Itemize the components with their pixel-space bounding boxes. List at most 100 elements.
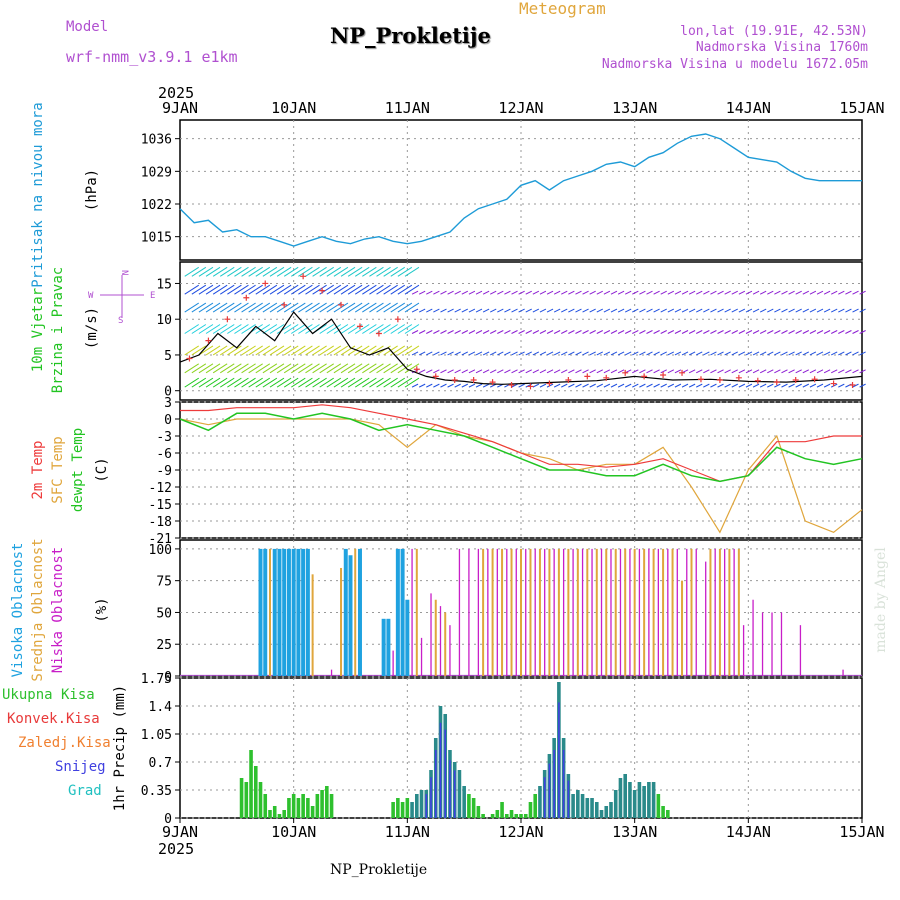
wind-barb (418, 351, 426, 356)
wind-barb (376, 302, 391, 313)
wind-barb (234, 302, 249, 313)
temp-tick-label: -15 (149, 498, 172, 513)
wind-barb (191, 377, 207, 388)
wind-barb (255, 345, 271, 356)
wind-barb (269, 266, 285, 277)
wind-barb (447, 351, 454, 356)
cloud-bar (643, 548, 646, 676)
wind-barb (731, 330, 738, 334)
precip-bar (666, 810, 670, 818)
precip-bar (476, 806, 481, 818)
wind-barb (738, 290, 746, 295)
gust-marker (224, 316, 231, 323)
cloud-bar (392, 650, 394, 676)
wind-barb (738, 369, 746, 374)
cloud-ylabel-3: Niska Oblacnost (50, 547, 66, 673)
wind-barb (262, 284, 278, 295)
cloud-bar (282, 548, 287, 676)
wind-barb (262, 363, 278, 374)
wind-barb (788, 369, 795, 374)
wind-barb (774, 351, 781, 356)
wind-barb (340, 324, 356, 334)
wind-barb (816, 290, 824, 295)
wind-barb (589, 290, 596, 295)
wind-barb (767, 369, 774, 374)
wind-barb (369, 284, 384, 295)
wind-barb (795, 351, 802, 356)
pressure-tick-label: 1036 (141, 133, 172, 148)
wind-barb (298, 363, 313, 374)
wind-barb (610, 383, 618, 388)
wind-barb (724, 351, 731, 356)
wind-barb (802, 351, 810, 356)
time-label-top: 13JAN (612, 99, 657, 117)
wind-barb (212, 377, 228, 388)
wind-barb (859, 369, 866, 374)
precip-legend-item: Konvek.Kisa (7, 711, 100, 727)
wind-barb (376, 377, 391, 388)
cloud-bar (405, 599, 410, 676)
cloud-bar (780, 612, 783, 676)
wind-barb (269, 363, 285, 374)
precip-bar (594, 802, 599, 818)
wind-barb (276, 324, 292, 334)
wind-barb (617, 290, 625, 295)
cloud-bar (619, 548, 622, 676)
wind-barb (504, 330, 511, 334)
wind-barb (511, 308, 518, 313)
wind-barb (426, 308, 433, 313)
wind-barb (830, 383, 838, 388)
wind-barb (248, 266, 263, 277)
wind-barb (830, 351, 838, 356)
cloud-bar (629, 548, 631, 676)
precip-tick-label: 1.05 (141, 728, 172, 743)
wind-barb (248, 284, 263, 295)
wind-barb (767, 383, 774, 388)
wind-barb (781, 351, 788, 356)
wind-barb (688, 290, 696, 295)
wind-barb (376, 266, 391, 277)
precip-bar (661, 806, 665, 818)
wind-barb (674, 351, 682, 356)
snow-bar (562, 750, 565, 818)
wind-barb (859, 383, 866, 388)
wind-barb (767, 351, 774, 356)
wind-barb (198, 284, 214, 295)
cloud-bar (690, 548, 693, 676)
wind-barb (248, 377, 263, 388)
wind-barb (667, 351, 675, 356)
wind-barb (340, 345, 356, 356)
compass-n: N (119, 270, 129, 275)
wind-barb (589, 351, 596, 356)
wind-barb (397, 377, 413, 388)
wind-barb (546, 330, 554, 334)
wind-barb (724, 330, 731, 334)
precip-bar (585, 798, 590, 818)
wind-barb (333, 324, 349, 334)
wind-barb (575, 383, 582, 388)
wind-barb (802, 330, 810, 334)
precip-bar (272, 806, 277, 818)
cloud-bar (477, 548, 480, 676)
wind-barb (752, 308, 760, 313)
snow-bar (434, 750, 437, 818)
wind-barb (390, 284, 406, 295)
wind-barb (838, 351, 845, 356)
wind-barb (823, 383, 831, 388)
precip-bar (618, 778, 623, 818)
wind-barb (852, 351, 859, 356)
wind-barb (319, 345, 334, 356)
wind-barb (653, 330, 660, 334)
wind-barb (497, 308, 504, 313)
gust-marker (565, 376, 572, 383)
gust-marker (527, 383, 534, 390)
wind-barb (326, 324, 342, 334)
gust-marker (735, 374, 742, 381)
gust-marker (849, 381, 856, 388)
wind-barb (525, 290, 532, 295)
wind-barb (838, 369, 845, 374)
wind-barb (596, 369, 604, 374)
wind-barb (532, 330, 540, 334)
wind-barb (660, 369, 667, 374)
